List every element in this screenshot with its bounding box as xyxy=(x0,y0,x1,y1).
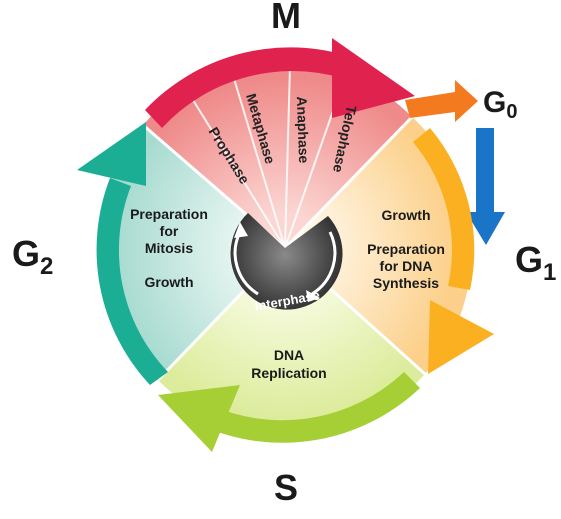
mitosis-stage-anaphase: Anaphase xyxy=(294,96,312,164)
g2-growth: Growth xyxy=(145,274,194,290)
s-dna: DNA xyxy=(274,347,304,363)
g2-arrowhead xyxy=(77,122,146,186)
g0-phase-main: G xyxy=(483,86,506,119)
g0-arrow xyxy=(405,80,478,122)
g0-phase-subscript: 0 xyxy=(506,101,517,123)
g2-phase-label: G2 xyxy=(12,233,53,280)
g1-growth: Growth xyxy=(382,207,431,223)
m-phase-label: M xyxy=(271,0,301,36)
g1-phase-label: G1 xyxy=(515,239,556,286)
g2-for: for xyxy=(160,223,179,239)
g2-preparation: Preparation xyxy=(130,206,208,222)
g1-for-dna: for DNA xyxy=(380,258,433,274)
g1-phase-main: G xyxy=(515,239,543,280)
g1-synthesis: Synthesis xyxy=(373,275,439,291)
g0-phase-label: G0 xyxy=(483,86,517,123)
g2-mitosis: Mitosis xyxy=(145,240,193,256)
g2-phase-main: G xyxy=(12,233,40,274)
s-replication: Replication xyxy=(251,365,326,381)
s-phase-label: S xyxy=(274,467,298,508)
g1-phase-subscript: 1 xyxy=(543,259,556,286)
g1-preparation: Preparation xyxy=(367,241,445,257)
g2-phase-subscript: 2 xyxy=(40,253,53,280)
